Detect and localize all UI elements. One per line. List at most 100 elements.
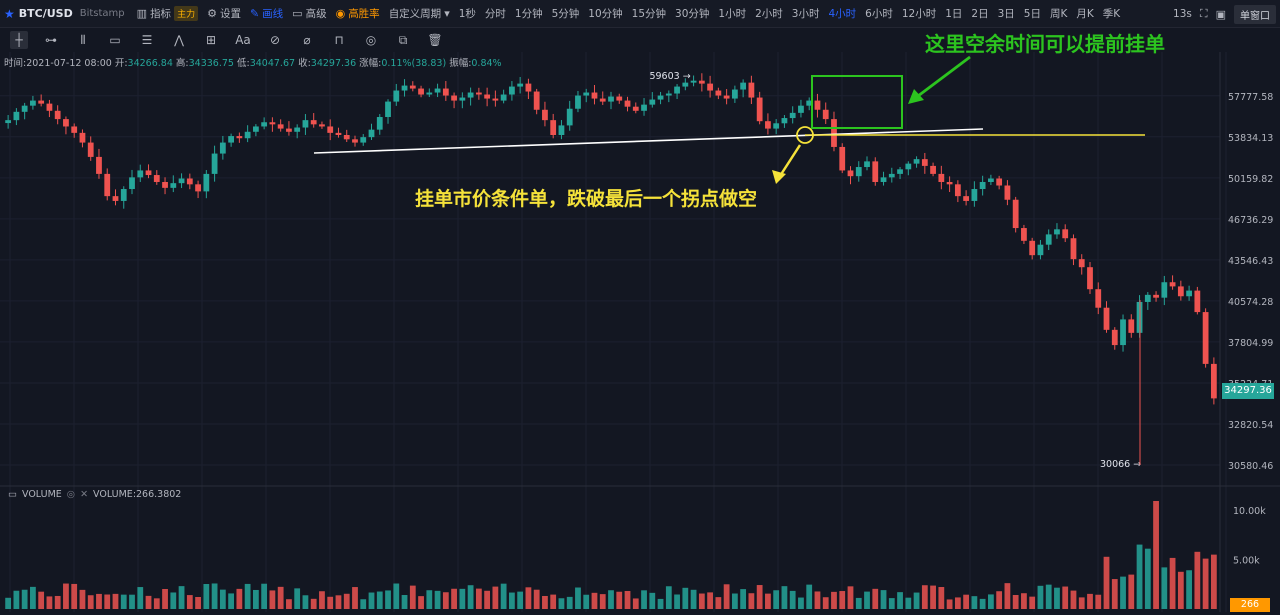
current-volume-tag: 266	[1230, 598, 1270, 612]
candle-body-7	[63, 119, 69, 127]
period-tab-15[interactable]: 3日	[997, 8, 1015, 20]
main-badge: 主力	[174, 6, 199, 21]
candle-body-42	[352, 139, 358, 143]
fullscreen-icon[interactable]: ⛶	[1199, 7, 1208, 20]
copy-icon[interactable]: ⧉	[398, 32, 408, 47]
period-tab-9[interactable]: 3小时	[791, 8, 820, 20]
eraser-icon[interactable]: ⌀	[303, 33, 311, 47]
custom-period-label: 自定义周期	[388, 8, 442, 20]
horizontal-lines-icon[interactable]: ☰	[141, 33, 153, 47]
volume-bar-51	[426, 590, 433, 609]
period-tab-7[interactable]: 1小时	[718, 8, 747, 20]
period-tab-18[interactable]: 月K	[1076, 8, 1094, 20]
period-tab-6[interactable]: 30分钟	[675, 8, 710, 20]
text-icon[interactable]: Aa	[235, 33, 251, 47]
volume-bar-110	[913, 592, 920, 609]
volume-bar-88	[731, 593, 738, 609]
vertical-lines-icon[interactable]: ⦀	[80, 32, 86, 47]
period-tab-1[interactable]: 分时	[484, 8, 506, 20]
period-tab-0[interactable]: 1秒	[458, 8, 476, 20]
volume-bar-108	[897, 592, 903, 609]
ruler-icon[interactable]: ⊶	[45, 33, 57, 47]
period-tab-13[interactable]: 1日	[945, 8, 963, 20]
period-tab-3[interactable]: 5分钟	[551, 8, 580, 20]
draw-button[interactable]: ✎ 画线	[250, 6, 283, 21]
period-tab-16[interactable]: 5日	[1023, 8, 1041, 20]
volume-bar-93	[773, 590, 780, 609]
period-tab-12[interactable]: 12小时	[901, 8, 937, 20]
settings-button[interactable]: ⚙ 设置	[207, 6, 241, 21]
draw-label: 画线	[262, 8, 284, 20]
volume-bar-128	[1062, 586, 1069, 609]
win-rate-button[interactable]: ◉ 高胜率	[336, 6, 380, 21]
volume-bar-95	[789, 590, 796, 609]
volume-bar-25	[211, 583, 218, 609]
volume-bar-21	[178, 586, 185, 609]
volume-bar-101	[839, 591, 846, 609]
lock-icon[interactable]: ⊓	[334, 33, 344, 47]
volume-bar-16	[137, 587, 144, 609]
rectangle-icon[interactable]: ▭	[109, 33, 121, 47]
candle-body-21	[178, 178, 185, 184]
candle-body-69	[575, 95, 581, 109]
period-tab-10[interactable]: 4小时	[828, 8, 857, 20]
candle-body-24	[203, 173, 210, 192]
volume-bar-23	[195, 597, 201, 609]
window-mode-select[interactable]: 单窗口	[1234, 4, 1276, 24]
volume-bar-61	[509, 592, 515, 609]
crosshair-icon[interactable]: ┼	[10, 31, 28, 49]
visibility-icon[interactable]: ◎	[365, 33, 377, 47]
symbol-selector[interactable]: ★ BTC/USD Bitstamp	[4, 7, 125, 21]
candle-body-143	[1186, 290, 1192, 297]
volume-bar-99	[822, 597, 829, 609]
indicators-button[interactable]: ▥ 指标 主力	[137, 6, 199, 21]
period-tab-11[interactable]: 6小时	[865, 8, 893, 20]
period-tab-2[interactable]: 1分钟	[514, 8, 543, 20]
volume-bar-90	[748, 593, 755, 609]
volume-bar-40	[335, 595, 342, 609]
volume-bar-9	[79, 589, 86, 609]
volume-bar-82	[682, 587, 689, 609]
volume-bar-71	[591, 592, 598, 609]
volume-bar-141	[1169, 557, 1176, 609]
high-label: 高:	[175, 58, 189, 69]
camera-icon[interactable]: ▣	[1215, 7, 1226, 21]
volume-bar-42	[352, 587, 358, 609]
wave-icon[interactable]: ⋀	[174, 33, 184, 47]
candle-body-38	[319, 124, 325, 127]
star-icon[interactable]: ★	[4, 6, 15, 21]
candle-body-52	[434, 88, 441, 93]
gear-icon: ⚙	[207, 7, 217, 20]
volume-bar-66	[550, 594, 557, 609]
period-tab-14[interactable]: 2日	[971, 8, 989, 20]
advanced-button[interactable]: ▭ 高级	[292, 6, 326, 21]
period-tab-19[interactable]: 季K	[1102, 8, 1121, 20]
candle-body-5	[46, 103, 53, 111]
period-tab-17[interactable]: 周K	[1049, 8, 1068, 20]
period-tab-5[interactable]: 15分钟	[631, 8, 667, 20]
measure-icon[interactable]: ⊞	[205, 33, 217, 47]
period-tab-4[interactable]: 10分钟	[588, 8, 623, 20]
candle-body-81	[674, 86, 680, 94]
eye-icon[interactable]: ◎	[66, 489, 76, 500]
volume-bar-27	[228, 593, 234, 609]
candle-body-126	[1045, 234, 1052, 245]
trash-icon[interactable]: 🗑	[427, 33, 443, 47]
close-icon[interactable]: ✕	[80, 489, 89, 500]
custom-period-dropdown[interactable]: 自定义周期 ▾	[389, 6, 450, 21]
volume-bar-145	[1202, 558, 1209, 609]
volume-bar-130	[1078, 597, 1085, 609]
volume-bar-140	[1161, 567, 1168, 609]
green-arrow-shaft	[917, 55, 971, 98]
magnet-icon[interactable]: ⊘	[269, 33, 281, 47]
volume-bar-83	[690, 589, 697, 609]
period-tab-8[interactable]: 2小时	[755, 8, 783, 20]
volume-bar-29	[244, 583, 251, 609]
candle-body-107	[888, 173, 895, 178]
candle-body-84	[698, 80, 705, 84]
volume-bar-146	[1210, 554, 1217, 609]
candle-body-1	[13, 111, 20, 121]
candle-body-99	[822, 109, 829, 120]
collapse-icon[interactable]: ▭	[8, 489, 17, 500]
